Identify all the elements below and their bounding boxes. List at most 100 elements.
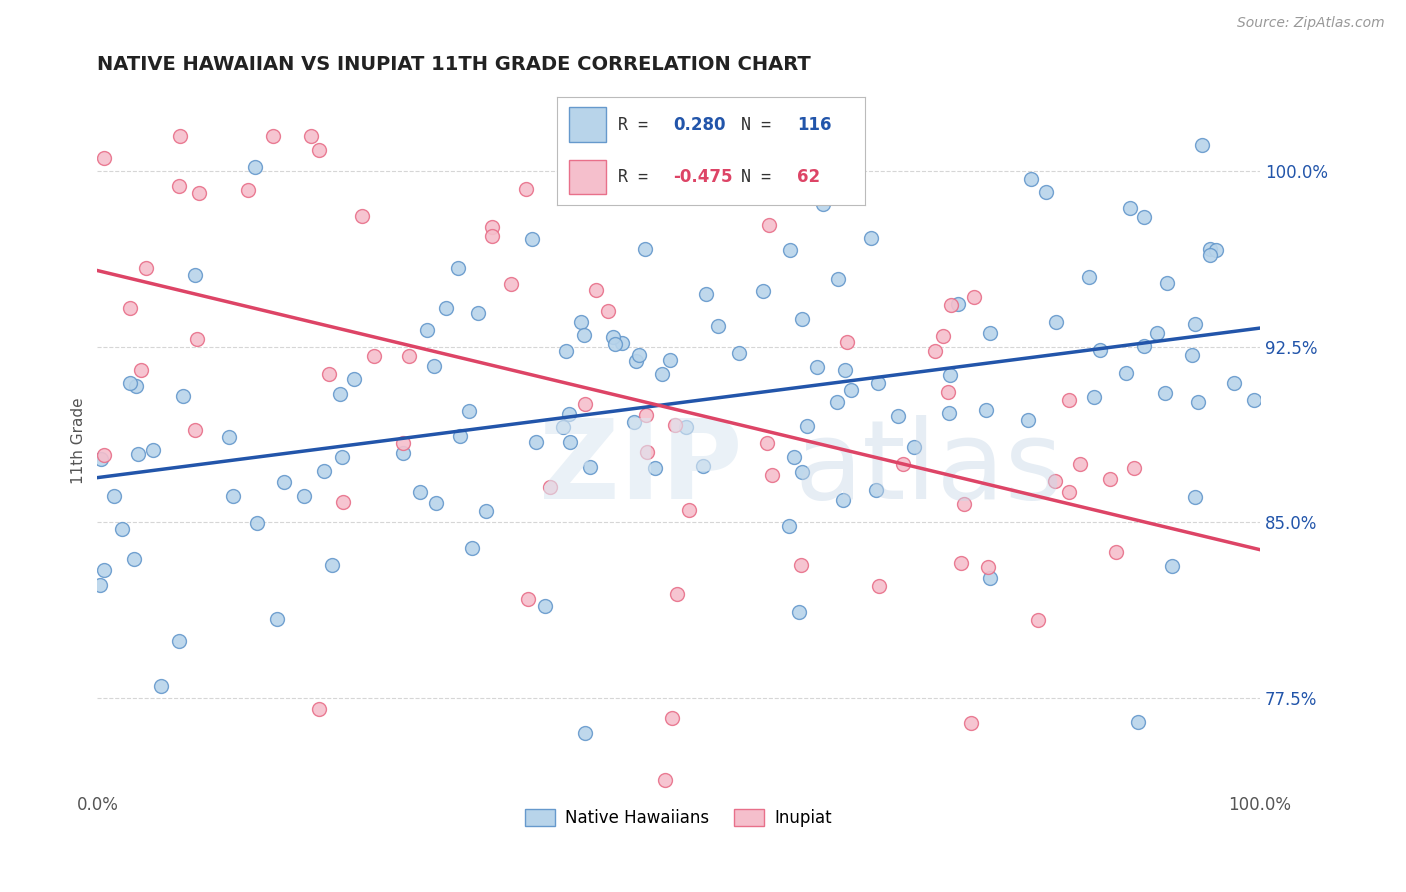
Point [434, 301, 457, 316]
Point [603, 129, 626, 144]
Point [524, 435, 547, 450]
Point [636, 444, 658, 458]
Point [728, 345, 751, 359]
Point [634, 242, 657, 256]
Point [392, 435, 415, 450]
Point [1043, 474, 1066, 488]
Point [634, 408, 657, 422]
Point [962, 290, 984, 304]
Point [142, 443, 165, 458]
Point [936, 384, 959, 399]
Point [675, 419, 697, 434]
Point [1035, 185, 1057, 199]
Point [1069, 457, 1091, 471]
Point [979, 571, 1001, 585]
Point [125, 379, 148, 393]
Point [558, 435, 581, 450]
Point [624, 354, 647, 368]
Point [398, 349, 420, 363]
Point [941, 298, 963, 312]
Point [461, 541, 484, 555]
Point [596, 303, 619, 318]
Point [103, 489, 125, 503]
Point [1154, 386, 1177, 401]
Point [392, 446, 415, 460]
Point [481, 228, 503, 243]
Point [1191, 138, 1213, 153]
Point [806, 359, 828, 374]
Point [246, 516, 269, 530]
Point [834, 363, 856, 377]
Point [1017, 413, 1039, 427]
Point [1119, 201, 1142, 215]
Text: atlas: atlas [794, 415, 1063, 522]
Point [167, 634, 190, 648]
Point [579, 459, 602, 474]
Text: NATIVE HAWAIIAN VS INUPIAT 11TH GRADE CORRELATION CHART: NATIVE HAWAIIAN VS INUPIAT 11TH GRADE CO… [97, 55, 811, 74]
Point [605, 337, 627, 351]
Point [868, 579, 890, 593]
Point [758, 218, 780, 232]
Point [1099, 472, 1122, 486]
Point [1088, 343, 1111, 357]
Point [859, 230, 882, 244]
Legend: Native Hawaiians, Inupiat: Native Hawaiians, Inupiat [519, 802, 838, 833]
Point [467, 306, 489, 320]
Point [1184, 317, 1206, 331]
Point [1105, 545, 1128, 559]
Point [678, 503, 700, 517]
Point [330, 450, 353, 464]
Point [610, 335, 633, 350]
Point [110, 522, 132, 536]
Point [172, 389, 194, 403]
Point [979, 326, 1001, 341]
Point [1115, 366, 1137, 380]
Point [1223, 376, 1246, 390]
Point [475, 504, 498, 518]
Point [423, 359, 446, 374]
Point [318, 367, 340, 381]
Point [135, 261, 157, 276]
Point [654, 772, 676, 787]
Point [1184, 490, 1206, 504]
Point [416, 323, 439, 337]
Point [236, 184, 259, 198]
Point [651, 368, 673, 382]
Point [266, 612, 288, 626]
Point [903, 440, 925, 454]
Point [1198, 243, 1220, 257]
Point [692, 459, 714, 474]
Point [169, 129, 191, 144]
Point [363, 349, 385, 363]
Point [813, 197, 835, 211]
Point [150, 679, 173, 693]
Point [90, 451, 112, 466]
Point [262, 129, 284, 144]
Point [977, 559, 1000, 574]
Point [292, 489, 315, 503]
Point [350, 209, 373, 223]
Point [129, 363, 152, 377]
Point [1057, 485, 1080, 500]
Point [574, 397, 596, 411]
Point [1243, 393, 1265, 408]
Point [343, 372, 366, 386]
Point [574, 328, 596, 343]
Point [501, 277, 523, 292]
Point [891, 458, 914, 472]
Point [790, 465, 813, 479]
Point [839, 383, 862, 397]
Point [308, 702, 330, 716]
Point [887, 409, 910, 424]
Point [1045, 315, 1067, 329]
Text: ZIP: ZIP [538, 415, 742, 522]
Point [515, 182, 537, 196]
Point [1181, 348, 1204, 362]
Point [332, 495, 354, 509]
Point [666, 586, 689, 600]
Point [321, 558, 343, 573]
Point [93, 151, 115, 165]
Point [551, 420, 574, 434]
Point [243, 160, 266, 174]
Point [89, 578, 111, 592]
